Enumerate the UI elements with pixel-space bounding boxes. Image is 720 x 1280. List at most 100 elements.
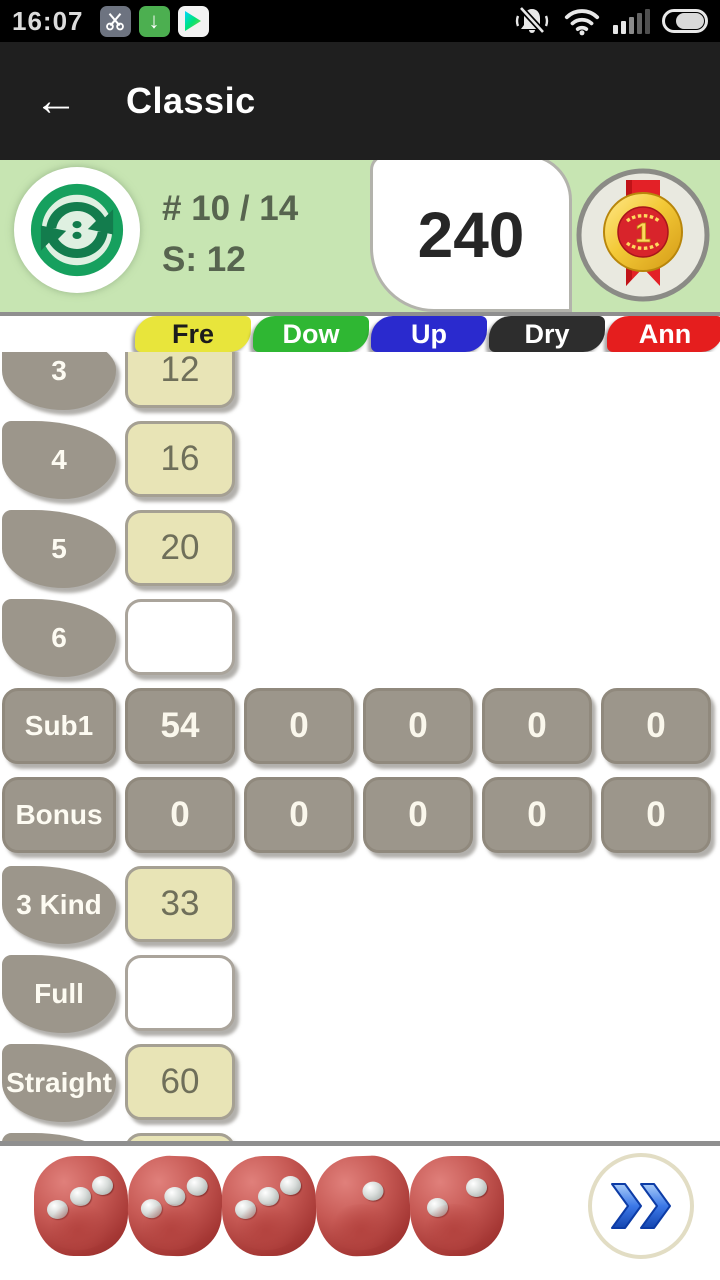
sub1-cell-dow: 0	[244, 688, 354, 764]
row-label-partial	[2, 1133, 116, 1141]
die-pip	[235, 1200, 257, 1219]
die-pip	[47, 1200, 69, 1219]
score-cell-5[interactable]: 20	[125, 510, 235, 586]
row-label-text: 3	[51, 355, 67, 386]
score-row-5: 5 20	[2, 510, 720, 588]
score-cell-3[interactable]: 12	[125, 352, 235, 408]
screenshot-scissors-icon	[99, 5, 131, 37]
die-pip	[163, 1186, 186, 1207]
die-3[interactable]	[222, 1156, 316, 1256]
die-pip	[186, 1176, 209, 1197]
row-label-bonus: Bonus	[2, 777, 116, 853]
row-label-text: Straight	[6, 1067, 112, 1098]
tab-ann[interactable]: Ann	[607, 316, 720, 352]
score-cell-partial[interactable]	[125, 1133, 235, 1141]
round-info: # 10 / 14 S: 12	[162, 184, 298, 286]
score-cell-straight[interactable]: 60	[125, 1044, 235, 1120]
system-tray	[513, 4, 708, 38]
die-pip	[140, 1198, 163, 1219]
page-title: Classic	[126, 80, 256, 121]
reroll-button[interactable]	[14, 167, 140, 293]
app-bar: ← Classic	[0, 42, 720, 160]
row-label-6: 6	[2, 599, 116, 677]
tab-fre[interactable]: Fre	[135, 316, 251, 352]
signal-bar	[637, 13, 642, 34]
row-label-text: 5	[51, 533, 67, 564]
battery-icon	[662, 9, 708, 33]
score-row-full: Full	[2, 955, 720, 1033]
scissors-icon	[106, 13, 124, 31]
row-label-text: 4	[51, 444, 67, 475]
signal-bar	[629, 17, 634, 34]
clock: 16:07	[12, 5, 84, 36]
score-cell-3kind[interactable]: 33	[125, 866, 235, 942]
die-pip	[92, 1176, 114, 1195]
row-label-4: 4	[2, 421, 116, 499]
bonus-cell-ann: 0	[601, 777, 711, 853]
tab-dry[interactable]: Dry	[489, 316, 605, 352]
score-table[interactable]: 3 12 4 16 5 20 6 Sub1 54 0 0 0 0 Bonus 0…	[0, 352, 720, 1146]
total-score: 240	[417, 199, 525, 271]
round-counter: # 10 / 14	[162, 189, 299, 228]
bonus-cell-up: 0	[363, 777, 473, 853]
tab-up[interactable]: Up	[371, 316, 487, 352]
die-pip	[466, 1178, 488, 1197]
score-row-4: 4 16	[2, 421, 720, 499]
sub1-cell-ann: 0	[601, 688, 711, 764]
rank-medal: 1	[574, 166, 712, 304]
bonus-cell-dow: 0	[244, 777, 354, 853]
sub1-cell-dry: 0	[482, 688, 592, 764]
status-bar: 16:07 ↓	[0, 0, 720, 42]
gold-medal-icon: 1	[576, 168, 710, 302]
score-row-bonus: Bonus 0 0 0 0 0	[2, 777, 720, 855]
signal-bar	[613, 25, 618, 34]
score-row-3: 3 12	[2, 352, 720, 410]
battery-fill	[676, 13, 704, 29]
sub1-cell-fre: 54	[125, 688, 235, 764]
die-pip	[257, 1187, 279, 1206]
score-row-straight: Straight 60	[2, 1044, 720, 1122]
score-cell-full[interactable]	[125, 955, 235, 1031]
row-label-5: 5	[2, 510, 116, 588]
die-4[interactable]	[314, 1154, 412, 1258]
die-2[interactable]	[126, 1154, 224, 1258]
sub1-cell-up: 0	[363, 688, 473, 764]
die-5[interactable]	[410, 1156, 504, 1256]
die-pip	[280, 1176, 302, 1195]
score-row-sub1: Sub1 54 0 0 0 0	[2, 688, 720, 766]
signal-strength-icon	[613, 8, 650, 34]
back-button[interactable]: ←	[34, 76, 78, 125]
die-1[interactable]	[34, 1156, 128, 1256]
sync-arrows-icon	[30, 183, 124, 277]
download-complete-icon: ↓	[138, 5, 170, 37]
row-label-3kind: 3 Kind	[2, 866, 116, 944]
game-header: # 10 / 14 S: 12 240 1	[0, 160, 720, 312]
score-row-partial	[2, 1133, 720, 1141]
tab-dow[interactable]: Dow	[253, 316, 369, 352]
row-label-text: Bonus	[15, 799, 103, 830]
score-row-6: 6	[2, 599, 720, 677]
die-pip	[69, 1187, 91, 1206]
total-score-bubble: 240	[370, 160, 572, 312]
score-cell-6[interactable]	[125, 599, 235, 675]
muted-bell-icon	[515, 4, 549, 36]
signal-bar	[621, 21, 626, 34]
row-label-text: Sub1	[24, 710, 94, 741]
row-label-full: Full	[2, 955, 116, 1033]
bonus-cell-fre: 0	[125, 777, 235, 853]
row-label-straight: Straight	[2, 1044, 116, 1122]
download-arrow-glyph: ↓	[148, 8, 160, 33]
die-pip	[362, 1181, 384, 1202]
fast-forward-button[interactable]	[588, 1153, 694, 1259]
medal-rank-number: 1	[635, 217, 651, 248]
die-pip	[426, 1198, 448, 1217]
row-label-text: 3 Kind	[16, 889, 102, 920]
score-line: S: 12	[162, 239, 246, 279]
row-label-text: 6	[51, 622, 67, 653]
dice-tray	[0, 1146, 720, 1272]
score-cell-4[interactable]: 16	[125, 421, 235, 497]
category-tab-bar: Fre Dow Up Dry Ann	[0, 312, 720, 352]
wifi-icon	[564, 9, 600, 36]
row-label-sub1: Sub1	[2, 688, 116, 764]
